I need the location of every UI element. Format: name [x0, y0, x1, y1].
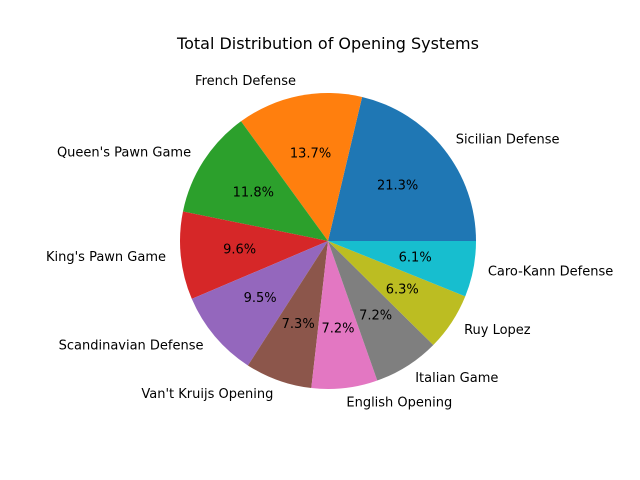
slice-pct-caro-kann-defense: 6.1%	[399, 250, 432, 265]
pie-labels: Sicilian Defense 21.3% French Defense 13.7%…	[46, 74, 613, 410]
pie-slice-sicilian-defense	[328, 96, 476, 241]
slice-pct-van-t-kruijs-opening: 7.3%	[282, 317, 315, 332]
pie-slice-scandinavian-defense	[191, 241, 328, 366]
pie-slices	[180, 93, 476, 389]
chart-title: Total Distribution of Opening Systems	[176, 34, 479, 53]
slice-label-queen-s-pawn-game: Queen's Pawn Game	[57, 145, 191, 160]
slice-label-italian-game: Italian Game	[415, 371, 498, 386]
slice-pct-king-s-pawn-game: 9.6%	[223, 242, 256, 257]
slice-pct-sicilian-defense: 21.3%	[377, 178, 418, 193]
pie-slice-caro-kann-defense	[328, 241, 476, 297]
pie-slice-van-t-kruijs-opening	[247, 241, 328, 389]
pie-slice-italian-game	[328, 241, 434, 381]
slice-pct-french-defense: 13.7%	[290, 146, 331, 161]
slice-label-ruy-lopez: Ruy Lopez	[464, 323, 531, 338]
pie-slice-ruy-lopez	[328, 241, 466, 345]
pie-slice-king-s-pawn-game	[180, 211, 328, 299]
pie-slice-english-opening	[311, 241, 378, 389]
slice-label-scandinavian-defense: Scandinavian Defense	[59, 338, 204, 353]
slice-label-sicilian-defense: Sicilian Defense	[456, 133, 560, 148]
slice-pct-ruy-lopez: 6.3%	[386, 282, 419, 297]
slice-label-king-s-pawn-game: King's Pawn Game	[46, 250, 166, 265]
pie-slice-queen-s-pawn-game	[182, 121, 328, 241]
slice-pct-italian-game: 7.2%	[359, 308, 392, 323]
slice-label-caro-kann-defense: Caro-Kann Defense	[488, 265, 613, 280]
slice-label-english-opening: English Opening	[346, 395, 452, 410]
slice-pct-queen-s-pawn-game: 11.8%	[233, 185, 274, 200]
slice-label-van-t-kruijs-opening: Van't Kruijs Opening	[141, 387, 273, 402]
slice-pct-english-opening: 7.2%	[322, 322, 355, 337]
slice-label-french-defense: French Defense	[195, 74, 296, 89]
pie-slice-french-defense	[241, 93, 363, 241]
slice-pct-scandinavian-defense: 9.5%	[244, 291, 277, 306]
